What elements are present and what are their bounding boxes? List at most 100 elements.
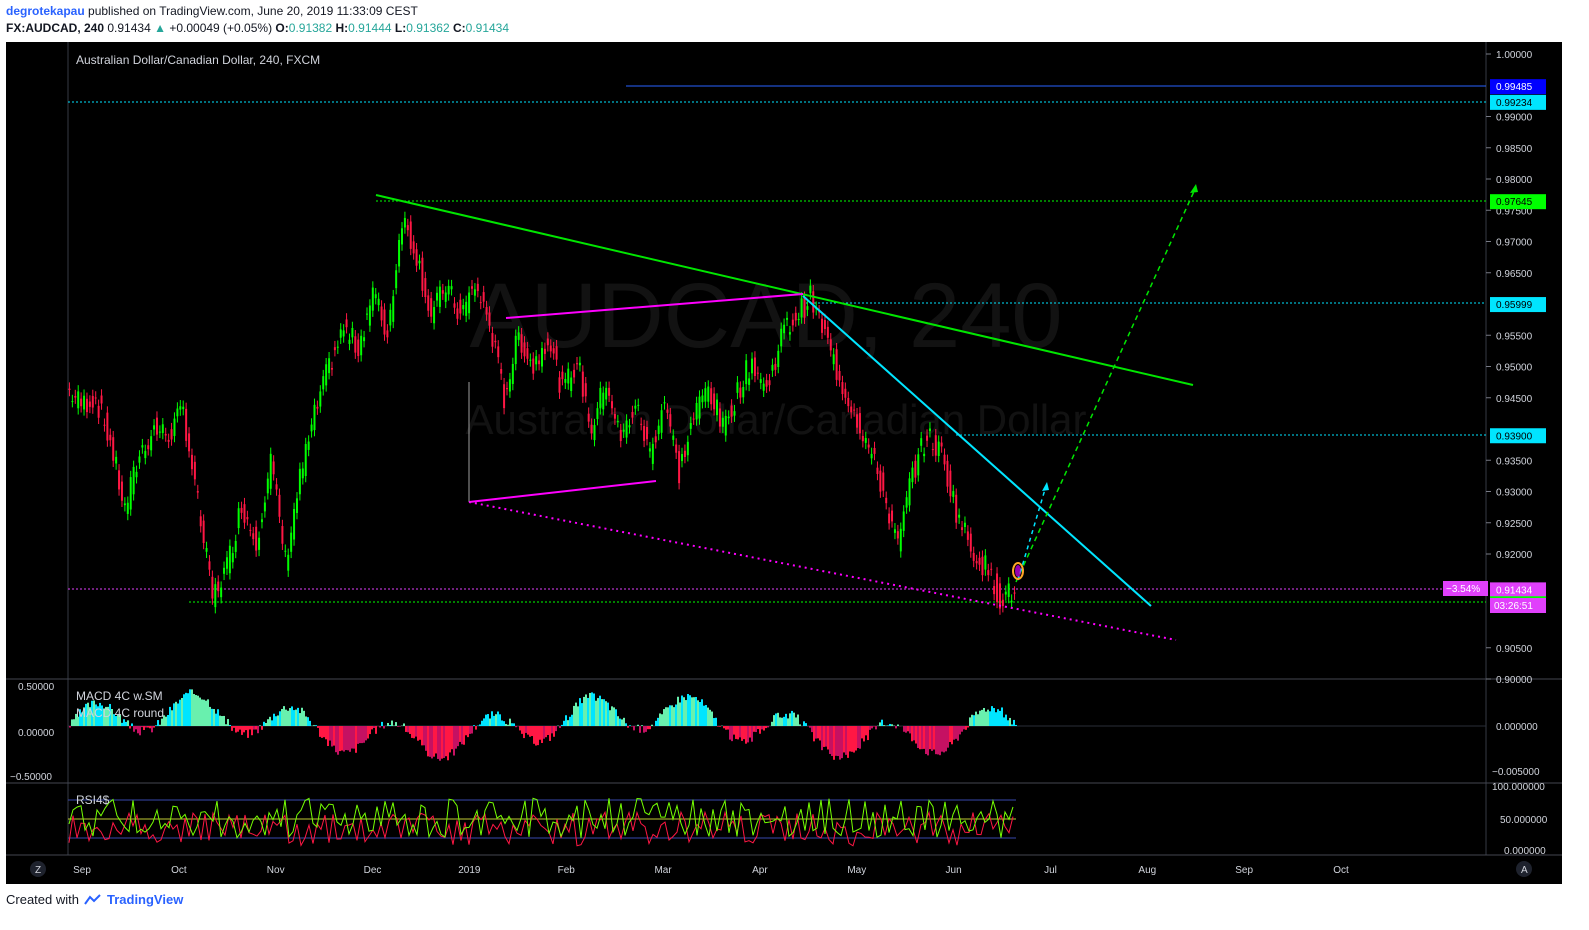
candle-body <box>368 305 371 326</box>
candle-body <box>934 435 937 456</box>
triangle-upper-line[interactable] <box>505 293 804 319</box>
macd-bar <box>837 726 839 757</box>
support-dotted-line[interactable] <box>468 501 1177 641</box>
macd-bar <box>849 726 851 752</box>
macd-bar <box>875 726 877 730</box>
macd-legend-1[interactable]: MACD 4C w.SM <box>76 689 163 703</box>
macd-bar <box>341 726 343 751</box>
candle-body <box>246 517 249 520</box>
macd-bar <box>187 693 189 726</box>
candle-body <box>255 526 258 551</box>
macd-left-tick-1: 0.00000 <box>18 728 55 739</box>
candle-body <box>240 507 243 513</box>
macd-bar <box>455 726 457 749</box>
macd-bar <box>343 726 345 752</box>
close-value: 0.91434 <box>465 21 510 35</box>
price-label-badge <box>1490 94 1546 110</box>
candle-body <box>780 328 783 347</box>
macd-bar <box>519 726 521 731</box>
triangle-lower-line[interactable] <box>468 480 657 503</box>
candle-body <box>106 412 109 441</box>
macd-bar <box>999 710 1001 726</box>
macd-bar <box>207 699 209 726</box>
candle-body <box>966 531 969 540</box>
macd-bar <box>83 707 85 726</box>
projection-arrow-cyan[interactable] <box>1017 485 1047 581</box>
macd-bar <box>75 713 77 726</box>
macd-bar <box>939 726 941 756</box>
macd-bar <box>129 726 131 729</box>
macd-bar <box>99 702 101 726</box>
open-value: 0.91382 <box>288 21 333 35</box>
candle-body <box>570 377 573 392</box>
candle-body <box>736 382 739 393</box>
candle-body <box>316 406 319 409</box>
trendline-green-resistance[interactable] <box>375 194 1194 386</box>
macd-bar <box>699 702 701 726</box>
macd-bar <box>415 726 417 737</box>
macd-bar <box>1007 720 1009 726</box>
candle-body <box>406 225 409 231</box>
macd-bar <box>179 699 181 726</box>
candle-body <box>488 312 491 326</box>
macd-bar <box>183 694 185 726</box>
candle-body <box>185 408 188 441</box>
time-axis-background <box>6 855 1562 884</box>
projection-arrow-green[interactable] <box>1015 186 1197 583</box>
candle-body <box>249 529 252 531</box>
macd-bar <box>685 700 687 726</box>
macd-bar <box>217 709 219 726</box>
macd-bar <box>903 726 905 732</box>
author-link[interactable]: degrotekapau <box>6 4 85 18</box>
macd-bar <box>369 726 371 735</box>
price-label-value: 0.99234 <box>1496 98 1533 109</box>
price-label-badge <box>1490 428 1546 444</box>
candle-body <box>584 383 587 397</box>
macd-bar <box>747 726 749 743</box>
candle-body <box>762 383 765 391</box>
candle-body <box>578 362 581 366</box>
candle-body <box>596 408 599 420</box>
macd-bar <box>547 726 549 735</box>
countdown-badge <box>1490 598 1546 613</box>
macd-bar <box>707 707 709 726</box>
candle-body <box>718 408 721 427</box>
highlight-ellipse[interactable] <box>1012 562 1024 580</box>
macd-bar <box>541 726 543 743</box>
macd-bar <box>583 696 585 726</box>
trendline-cyan-resistance[interactable] <box>802 295 1152 607</box>
tradingview-link[interactable]: TradingView <box>106 892 184 907</box>
z-button[interactable] <box>30 861 46 877</box>
price-tick-label: 0.97500 <box>1496 206 1533 217</box>
price-tick-label: 1.00000 <box>1496 50 1533 61</box>
candle-body <box>473 289 476 296</box>
price-axis[interactable]: 1.00000 0.99000 0.98500 0.98000 0.97500 0.970… <box>1486 50 1533 686</box>
rsi-legend[interactable]: RSI4$ <box>76 793 110 807</box>
macd-bar <box>701 699 703 726</box>
macd-bar <box>301 707 303 726</box>
macd-bar <box>157 720 159 726</box>
macd-legend-2[interactable]: MACD 4C round <box>76 706 164 720</box>
macd-bar <box>409 726 411 734</box>
macd-bar <box>451 726 453 750</box>
macd-bar <box>805 723 807 726</box>
macd-bar <box>223 715 225 726</box>
auto-scale-button[interactable] <box>1516 861 1532 877</box>
time-axis[interactable]: Sep Oct Nov Dec 2019 Feb Mar Apr May Jun Jul Aug Sep… <box>73 865 1349 876</box>
macd-bar <box>661 714 663 726</box>
chart-area[interactable]: AUDCAD, 240 Australian Dollar/Canadian D… <box>6 42 1562 884</box>
macd-bar <box>349 726 351 752</box>
candle-body <box>856 414 859 428</box>
rsi-tick-1: 50.000000 <box>1500 815 1548 826</box>
macd-bar <box>655 720 657 726</box>
macd-bar <box>503 721 505 726</box>
candle-body <box>333 347 336 351</box>
price-label-badge <box>1490 79 1546 95</box>
candle-body <box>301 468 304 479</box>
macd-bar <box>133 726 135 732</box>
macd-bar <box>95 704 97 726</box>
macd-bar <box>407 726 409 733</box>
macd-bar <box>277 715 279 726</box>
candle-body <box>505 388 508 390</box>
macd-bar <box>515 726 517 728</box>
